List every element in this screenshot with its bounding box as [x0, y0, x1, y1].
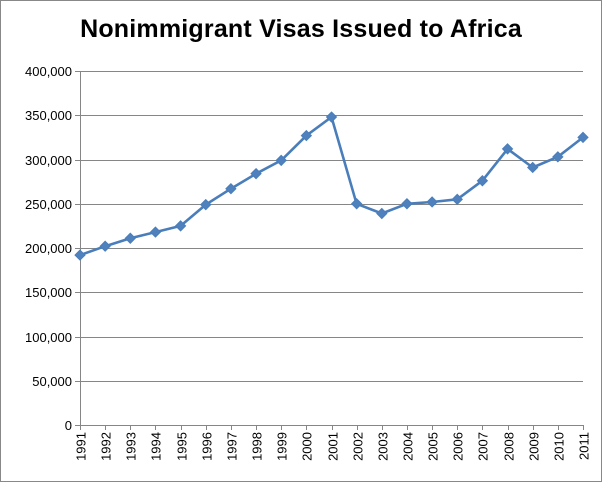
x-tick-label: 2006: [451, 432, 466, 461]
data-point-marker: [74, 249, 86, 261]
x-tick-label: 1996: [200, 432, 215, 461]
data-point-marker: [476, 175, 489, 187]
data-point-marker: [300, 129, 313, 142]
data-point-marker: [350, 198, 363, 210]
y-tick-label: 200,000: [25, 241, 72, 256]
x-tick-label: 1998: [250, 432, 265, 461]
data-point-marker: [526, 161, 539, 174]
x-tick-label: 1993: [124, 432, 139, 461]
data-point-marker: [325, 111, 338, 123]
data-point-marker: [174, 220, 187, 232]
x-tick-label: 2002: [351, 432, 366, 461]
data-point-marker: [275, 154, 287, 167]
y-tick-label: 400,000: [25, 64, 72, 79]
data-point-marker: [225, 182, 237, 195]
data-point-marker: [401, 198, 413, 210]
x-tick-label: 2011: [577, 432, 592, 460]
x-tick-label: 2005: [426, 432, 441, 461]
y-tick-label: 50,000: [32, 374, 72, 389]
y-tick-label: 0: [65, 418, 72, 433]
y-tick-label: 150,000: [25, 285, 72, 300]
data-point-marker: [124, 232, 137, 244]
data-point-marker: [250, 167, 262, 180]
x-tick-label: 1992: [99, 432, 114, 461]
x-tick-label: 1994: [149, 432, 164, 461]
gridlines: [80, 71, 583, 382]
x-tick-label: 2000: [300, 432, 315, 461]
data-point-marker: [577, 131, 589, 144]
data-point-marker: [552, 151, 564, 163]
x-tick-label: 2009: [527, 432, 542, 461]
axes: [75, 71, 584, 430]
x-tick-label: 1997: [225, 432, 240, 461]
y-tick-label: 300,000: [25, 153, 72, 168]
series-layer: [74, 111, 589, 261]
x-axis-tick-labels: 1991 1992 1993 1994 1995 1996 1997 1998 1999 2000…: [74, 432, 592, 461]
y-tick-label: 350,000: [25, 108, 72, 123]
x-tick-label: 2004: [401, 432, 416, 461]
x-tick-label: 2007: [476, 432, 491, 461]
data-point-marker: [426, 196, 438, 208]
chart-title: Nonimmigrant Visas Issued to Africa: [80, 15, 522, 43]
data-point-marker: [451, 193, 463, 206]
x-tick-label: 2008: [502, 432, 517, 461]
x-tick-label: 2001: [326, 432, 341, 461]
x-tick-label: 1991: [74, 432, 89, 461]
data-point-marker: [200, 198, 212, 211]
y-tick-label: 250,000: [25, 197, 72, 212]
data-point-marker: [149, 226, 162, 238]
x-tick-label: 1995: [175, 432, 190, 461]
x-tick-label: 1999: [275, 432, 290, 461]
y-axis-tick-labels: 0 50,000 100,000 150,000 200,000 250,000 300,0…: [25, 64, 72, 433]
data-point-marker: [99, 240, 111, 252]
data-point-marker: [501, 143, 514, 155]
y-tick-label: 100,000: [25, 330, 72, 345]
x-tick-label: 2010: [552, 432, 567, 461]
data-point-marker: [376, 207, 388, 220]
x-tick-label: 2003: [376, 432, 391, 461]
